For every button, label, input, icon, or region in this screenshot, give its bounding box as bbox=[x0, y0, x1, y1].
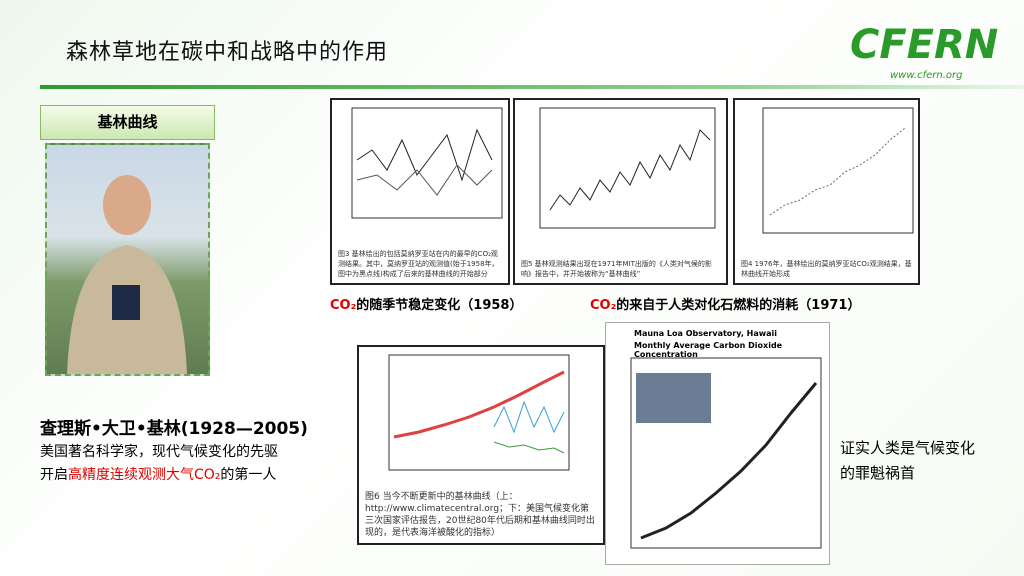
figure-plot bbox=[630, 357, 822, 549]
figure-plot bbox=[539, 107, 716, 229]
person-name: 查理斯•大卫•基林(1928—2005) bbox=[40, 419, 308, 439]
text: 的第一人 bbox=[220, 467, 277, 483]
co2: CO₂ bbox=[330, 298, 357, 313]
logo: CFERN bbox=[850, 22, 999, 68]
figure-caption: 图4 1976年，基林绘出的莫纳罗亚站CO₂观测结果，基林曲线开始形成 bbox=[741, 260, 912, 278]
portrait-figure bbox=[67, 175, 187, 374]
highlight: 高精度连续观测大气CO₂ bbox=[68, 467, 221, 483]
text: 的来自于人类对化石燃料的消耗（1971） bbox=[616, 298, 861, 313]
person-desc: 开启高精度连续观测大气CO₂的第一人 bbox=[40, 464, 276, 484]
figure-image: Mauna Loa Observatory, Hawaii Monthly Av… bbox=[605, 322, 830, 565]
figure-image: 图6 当今不断更新中的基林曲线（上：http://www.climatecent… bbox=[357, 345, 605, 545]
co2: CO₂ bbox=[590, 298, 617, 313]
figure-caption: 图5 基林观测结果出现在1971年MIT出版的《人类对气候的影响》报告中，并开始… bbox=[521, 260, 712, 278]
figure-plot bbox=[762, 107, 914, 234]
caption: CO₂的随季节稳定变化（1958） bbox=[330, 294, 522, 313]
conclusion: 证实人类是气候变化 bbox=[840, 439, 976, 457]
figure-image: 图3 基林绘出的包括莫纳罗亚站在内的最早的CO₂观测结果。其中，莫纳罗亚站的观测… bbox=[330, 98, 510, 285]
text: 开启 bbox=[40, 467, 68, 483]
chart-title: Mauna Loa Observatory, Hawaii bbox=[634, 329, 778, 338]
figure-plot bbox=[351, 107, 503, 219]
chart-subtitle: Monthly Average Carbon Dioxide Concentra… bbox=[634, 341, 783, 359]
conclusion: 的罪魁祸首 bbox=[840, 464, 916, 482]
section-label: 基林曲线 bbox=[40, 105, 215, 140]
figure-image: 图4 1976年，基林绘出的莫纳罗亚站CO₂观测结果，基林曲线开始形成 bbox=[733, 98, 920, 285]
figure-image: 图5 基林观测结果出现在1971年MIT出版的《人类对气候的影响》报告中，并开始… bbox=[513, 98, 728, 285]
person-desc: 美国著名科学家，现代气候变化的先驱 bbox=[40, 444, 278, 460]
logo-url: www.cfern.org bbox=[890, 70, 963, 81]
caption: CO₂的来自于人类对化石燃料的消耗（1971） bbox=[590, 294, 860, 313]
text: 的随季节稳定变化（1958） bbox=[356, 298, 523, 313]
figure-caption: 图3 基林绘出的包括莫纳罗亚站在内的最早的CO₂观测结果。其中，莫纳罗亚站的观测… bbox=[338, 250, 499, 278]
figure-plot bbox=[388, 354, 570, 471]
title: 森林草地在碳中和战略中的作用 bbox=[66, 40, 389, 65]
portrait bbox=[45, 143, 210, 376]
header-rule bbox=[40, 85, 1024, 89]
figure-caption: 图6 当今不断更新中的基林曲线（上：http://www.climatecent… bbox=[365, 492, 595, 538]
